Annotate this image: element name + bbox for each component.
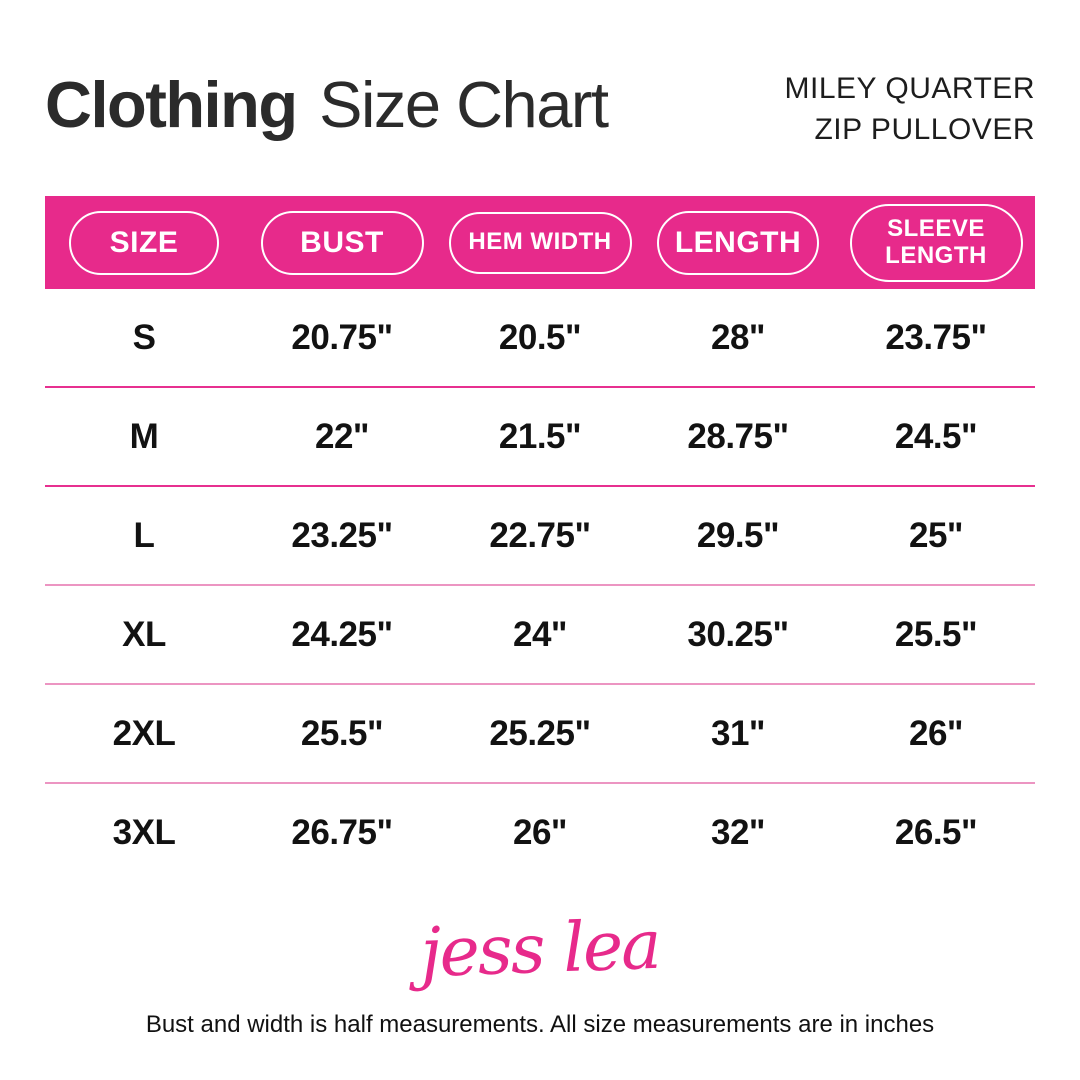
cell-hem-width: 20.5": [498, 317, 582, 357]
page-title-bold: Clothing: [45, 68, 298, 141]
cell-hem-width: 24": [512, 614, 568, 654]
product-name: MILEY QUARTER ZIP PULLOVER: [785, 68, 1035, 150]
column-header-bust: BUST: [260, 210, 424, 275]
cell-length: 28": [710, 317, 766, 357]
table-row-l: L 23.25" 22.75" 29.5" 25": [45, 487, 1035, 584]
cell-hem-width: 22.75": [489, 515, 591, 555]
cell-bust: 24.25": [291, 614, 393, 654]
row-divider: [45, 584, 1035, 586]
cell-length: 32": [710, 812, 766, 852]
cell-sleeve-length: 24.5": [894, 416, 978, 456]
cell-hem-width: 26": [512, 812, 568, 852]
column-header-length: LENGTH: [657, 210, 819, 275]
page-title: Clothing Size Chart: [45, 72, 609, 137]
table-row-2xl: 2XL 25.5" 25.25" 31" 26": [45, 685, 1035, 782]
product-name-line1: MILEY QUARTER: [784, 72, 1035, 105]
column-header-size: SIZE: [69, 210, 219, 275]
table-row-3xl: 3XL 26.75" 26" 32" 26.5": [45, 784, 1035, 881]
cell-size: XL: [122, 614, 166, 654]
cell-hem-width: 21.5": [498, 416, 582, 456]
cell-length: 28.75": [687, 416, 789, 456]
row-divider: [45, 683, 1035, 685]
cell-length: 29.5": [696, 515, 780, 555]
row-divider: [45, 485, 1035, 487]
measurement-note: Bust and width is half measurements. All…: [145, 1011, 935, 1038]
cell-size: L: [133, 515, 155, 555]
cell-length: 31": [710, 713, 766, 753]
cell-bust: 23.25": [291, 515, 393, 555]
column-header-sleeve-length: SLEEVE LENGTH: [849, 203, 1023, 282]
table-header-bar: SIZE BUST HEM WIDTH LENGTH SLEEVE LENGTH: [45, 196, 1035, 289]
cell-bust: 25.5": [300, 713, 384, 753]
cell-size: M: [129, 416, 159, 456]
row-divider: [45, 782, 1035, 784]
cell-size: 2XL: [112, 713, 176, 753]
header: Clothing Size Chart MILEY QUARTER ZIP PU…: [45, 58, 1035, 170]
brand-logo: jess lea: [419, 905, 661, 994]
page-title-light: Size Chart: [319, 68, 609, 141]
cell-sleeve-length: 26": [908, 713, 964, 753]
cell-sleeve-length: 25.5": [894, 614, 978, 654]
cell-size: 3XL: [112, 812, 176, 852]
cell-sleeve-length: 26.5": [894, 812, 978, 852]
cell-bust: 22": [314, 416, 370, 456]
cell-bust: 20.75": [291, 317, 393, 357]
cell-bust: 26.75": [291, 812, 393, 852]
size-table: S 20.75" 20.5" 28" 23.75" M 22" 21.5" 28…: [45, 289, 1035, 881]
cell-hem-width: 25.25": [489, 713, 591, 753]
cell-sleeve-length: 23.75": [885, 317, 987, 357]
table-row-s: S 20.75" 20.5" 28" 23.75": [45, 289, 1035, 386]
table-row-m: M 22" 21.5" 28.75" 24.5": [45, 388, 1035, 485]
cell-length: 30.25": [687, 614, 789, 654]
table-row-xl: XL 24.25" 24" 30.25" 25.5": [45, 586, 1035, 683]
column-header-hem-width: HEM WIDTH: [448, 211, 632, 274]
cell-size: S: [132, 317, 156, 357]
row-divider: [45, 386, 1035, 388]
product-name-line2: ZIP PULLOVER: [814, 113, 1035, 147]
cell-sleeve-length: 25": [908, 515, 964, 555]
